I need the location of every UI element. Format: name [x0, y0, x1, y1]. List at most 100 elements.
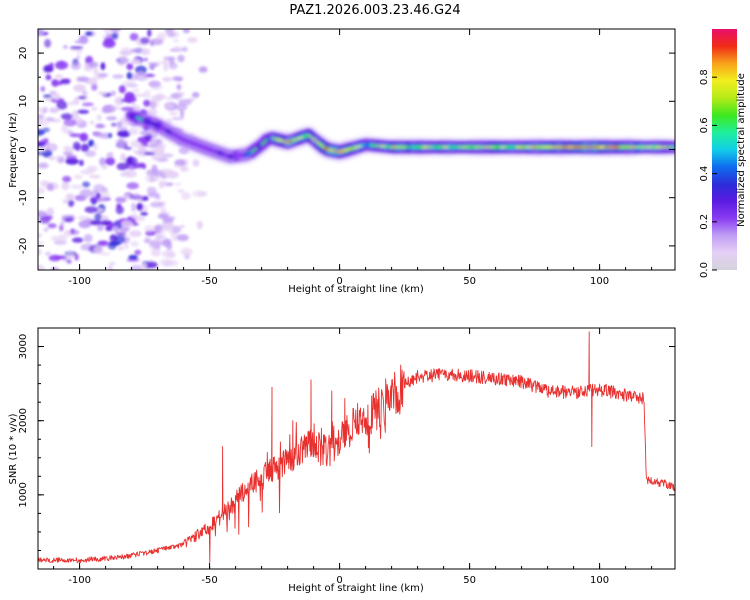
noise-blob	[43, 94, 53, 99]
noise-blob	[144, 225, 155, 233]
noise-blob	[73, 84, 86, 92]
noise-blob	[38, 187, 46, 195]
snr-plot-area	[38, 331, 675, 564]
ridge-segment	[297, 135, 305, 140]
noise-blob	[118, 85, 126, 94]
noise-blob	[140, 211, 148, 216]
noise-blob	[79, 159, 84, 166]
noise-blob	[130, 264, 143, 270]
noise-blob	[122, 80, 135, 87]
noise-blob	[76, 76, 89, 82]
noise-blob	[146, 186, 157, 195]
noise-blob	[62, 199, 69, 204]
noise-blob	[179, 165, 189, 172]
noise-blob	[49, 62, 54, 67]
noise-blob	[169, 111, 178, 116]
snr-axes-frame	[37, 327, 676, 570]
noise-blob	[165, 101, 174, 109]
noise-blob	[129, 33, 139, 41]
noise-blob	[38, 264, 45, 270]
ridge-segment	[323, 146, 331, 151]
colorbar-tick-label: 0.0	[699, 262, 710, 278]
noise-blob	[91, 83, 98, 91]
noise-blob	[79, 188, 93, 198]
noise-blob	[192, 159, 200, 167]
noise-blob	[117, 130, 131, 138]
noise-blob	[93, 142, 98, 151]
noise-blob	[127, 127, 139, 136]
noise-blob	[38, 210, 47, 218]
noise-blob	[106, 151, 114, 159]
noise-blob	[105, 226, 113, 232]
noise-blob	[177, 54, 185, 63]
noise-blob	[38, 162, 49, 169]
noise-blob	[109, 262, 116, 266]
noise-blob	[81, 102, 94, 107]
ridge-segment	[260, 138, 268, 146]
noise-blob	[145, 174, 158, 183]
colorbar-tick-label: 0.6	[699, 117, 710, 133]
spectrogram-heatmap	[38, 29, 675, 270]
noise-blob	[178, 92, 184, 99]
noise-blob	[143, 90, 151, 99]
y-tick-label: 2000	[18, 408, 29, 433]
noise-blob	[86, 165, 98, 172]
noise-blob	[67, 199, 75, 207]
noise-blob	[191, 92, 200, 98]
ridge-segment	[317, 142, 325, 149]
noise-blob	[65, 193, 75, 200]
noise-blob	[148, 138, 161, 145]
noise-blob	[123, 95, 137, 104]
noise-blob	[112, 74, 124, 79]
noise-blob	[121, 220, 134, 228]
y-tick-label: -10	[18, 190, 29, 206]
noise-blob	[65, 250, 75, 259]
y-tick-label: 1000	[18, 482, 29, 507]
noise-blob	[107, 222, 116, 228]
noise-blob	[88, 61, 99, 69]
noise-blob	[39, 145, 48, 152]
noise-blob	[143, 99, 151, 107]
noise-blob	[71, 110, 79, 119]
noise-blob	[51, 79, 60, 87]
colorbar-tick-label: 0.8	[699, 69, 710, 85]
noise-blob	[100, 62, 106, 71]
noise-blob	[134, 249, 142, 256]
noise-blob	[72, 141, 81, 151]
noise-blob	[115, 196, 127, 203]
noise-blob	[148, 241, 163, 247]
noise-blob	[116, 121, 123, 128]
noise-blob	[130, 59, 141, 65]
snr-panel: -100 -50 0 50 100 1000 2000 3000 Height of stra…	[8, 327, 676, 594]
noise-blob	[63, 45, 68, 49]
noise-blob	[149, 38, 164, 46]
noise-blob	[38, 114, 45, 119]
noise-blob	[97, 240, 110, 247]
noise-blob	[123, 146, 133, 150]
noise-blob	[45, 251, 51, 256]
noise-blob	[80, 143, 90, 152]
noise-blob	[47, 144, 56, 151]
noise-blob	[153, 147, 165, 155]
noise-blob	[168, 57, 175, 65]
noise-blob	[89, 196, 99, 203]
noise-blob	[70, 184, 84, 189]
colorbar-tick-label: 0.4	[699, 166, 710, 182]
noise-blob	[70, 228, 75, 234]
noise-blob	[131, 202, 136, 212]
noise-blob	[136, 202, 144, 211]
noise-blob	[124, 244, 129, 249]
noise-blob	[40, 138, 49, 145]
noise-blob	[83, 234, 93, 243]
noise-blob	[124, 156, 138, 166]
noise-blob	[114, 225, 119, 234]
noise-blob	[179, 225, 186, 228]
noise-blob	[115, 205, 124, 215]
spectrogram-x-axis-label: Height of straight line (km)	[288, 284, 424, 295]
noise-blob	[89, 174, 101, 179]
noise-blob	[170, 232, 179, 242]
noise-blob	[106, 116, 117, 121]
y-tick-label: 20	[18, 47, 29, 60]
snr-x-axis-label: Height of straight line (km)	[288, 583, 424, 594]
